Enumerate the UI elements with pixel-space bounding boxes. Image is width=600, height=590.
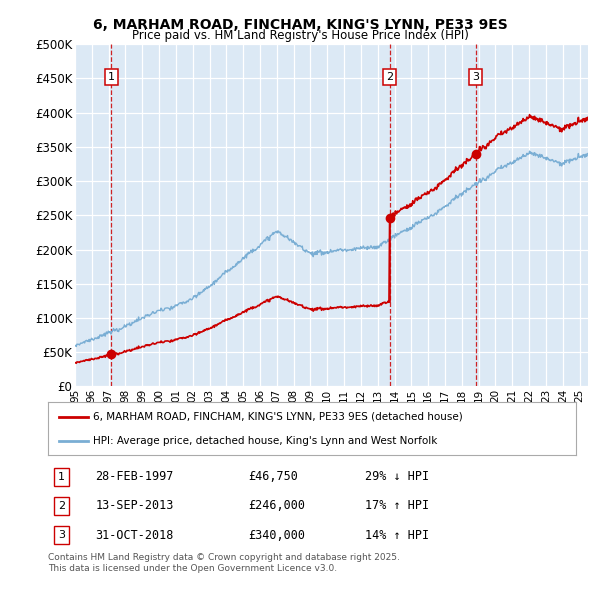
- Text: 28-FEB-1997: 28-FEB-1997: [95, 470, 174, 483]
- Text: Price paid vs. HM Land Registry's House Price Index (HPI): Price paid vs. HM Land Registry's House …: [131, 30, 469, 42]
- Text: £246,000: £246,000: [248, 499, 305, 513]
- Text: 3: 3: [58, 530, 65, 540]
- Text: 14% ↑ HPI: 14% ↑ HPI: [365, 529, 429, 542]
- Text: 31-OCT-2018: 31-OCT-2018: [95, 529, 174, 542]
- Text: 6, MARHAM ROAD, FINCHAM, KING'S LYNN, PE33 9ES: 6, MARHAM ROAD, FINCHAM, KING'S LYNN, PE…: [92, 18, 508, 32]
- Text: HPI: Average price, detached house, King's Lynn and West Norfolk: HPI: Average price, detached house, King…: [93, 436, 437, 446]
- Text: 29% ↓ HPI: 29% ↓ HPI: [365, 470, 429, 483]
- Text: 2: 2: [386, 72, 393, 82]
- Text: 3: 3: [472, 72, 479, 82]
- Text: 2: 2: [58, 501, 65, 511]
- Text: 17% ↑ HPI: 17% ↑ HPI: [365, 499, 429, 513]
- Text: £46,750: £46,750: [248, 470, 299, 483]
- Text: 1: 1: [58, 471, 65, 481]
- Text: Contains HM Land Registry data © Crown copyright and database right 2025.
This d: Contains HM Land Registry data © Crown c…: [48, 553, 400, 573]
- Text: 1: 1: [108, 72, 115, 82]
- Text: 6, MARHAM ROAD, FINCHAM, KING'S LYNN, PE33 9ES (detached house): 6, MARHAM ROAD, FINCHAM, KING'S LYNN, PE…: [93, 412, 463, 422]
- Text: 13-SEP-2013: 13-SEP-2013: [95, 499, 174, 513]
- Text: £340,000: £340,000: [248, 529, 305, 542]
